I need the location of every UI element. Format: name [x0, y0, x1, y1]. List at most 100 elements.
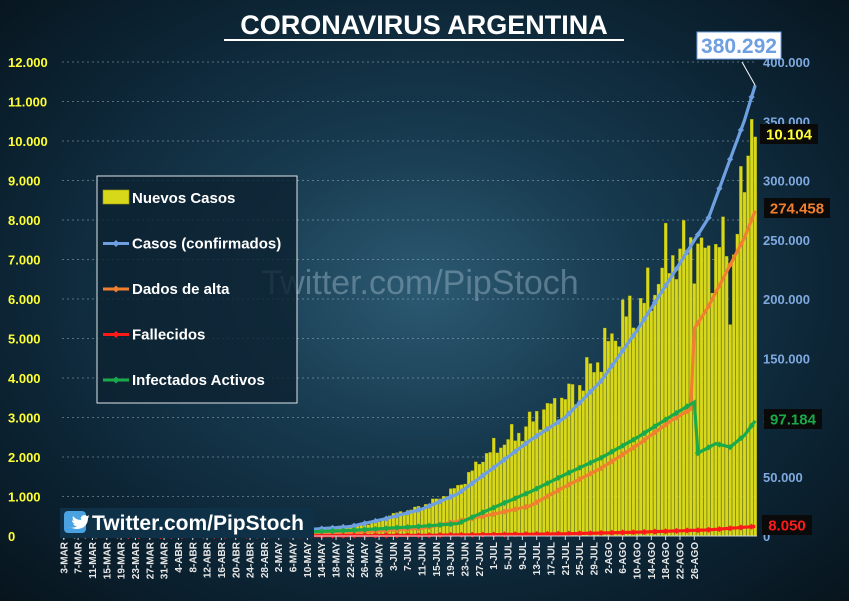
marker-infectados-activos — [512, 495, 519, 502]
bar-nuevos-casos — [724, 256, 729, 537]
callout-recovered-box — [764, 198, 830, 218]
marker-fallecidos — [716, 525, 723, 533]
marker-infectados-activos — [544, 480, 551, 487]
x-tick-label: 2-AGO — [604, 542, 615, 574]
y-left-tick-label: 0 — [8, 529, 15, 544]
legend-marker-infectados-activos — [112, 376, 120, 384]
marker-fallecidos — [383, 532, 390, 539]
marker-fallecidos — [393, 532, 401, 539]
x-tick-label: 14-MAY — [317, 542, 328, 578]
bar-nuevos-casos — [402, 513, 406, 537]
twitter-banner: Twitter.com/PipStoch — [60, 508, 314, 538]
marker-fallecidos — [587, 530, 594, 537]
marker-casos-confirmados — [522, 440, 530, 447]
marker-casos-confirmados — [608, 362, 616, 370]
y-left-tick-label: 2.000 — [8, 450, 41, 465]
x-tick-label: 25-JUL — [575, 542, 586, 575]
marker-fallecidos — [737, 524, 745, 531]
bar-nuevos-casos — [749, 119, 754, 537]
bar-nuevos-casos — [696, 243, 700, 537]
marker-fallecidos — [630, 529, 637, 536]
y-left-tick-label: 3.000 — [8, 411, 41, 426]
bar-nuevos-casos — [656, 283, 661, 537]
bar-nuevos-casos — [746, 155, 750, 537]
x-tick-label: 28-ABR — [260, 541, 271, 578]
bar-nuevos-casos — [581, 390, 585, 537]
bar-nuevos-casos — [635, 328, 639, 537]
bar-nuevos-casos — [484, 453, 489, 537]
x-tick-label: 9-JUL — [518, 542, 529, 570]
legend: Nuevos Casos Casos (confirmados) Dados de … — [96, 175, 298, 404]
callout-deaths-box — [762, 515, 812, 535]
x-tick-label: 30-MAY — [375, 542, 386, 578]
bar-nuevos-casos — [671, 255, 675, 537]
bar-nuevos-casos — [613, 340, 618, 537]
y-left-tick-label: 12.000 — [8, 55, 48, 70]
bar-nuevos-casos — [474, 461, 478, 537]
legend-marker-dados-de-alta — [112, 285, 120, 293]
bar-nuevos-casos — [592, 372, 596, 537]
x-tick-label: 19-MAR — [117, 541, 128, 579]
x-tick-label: 26-AGO — [690, 542, 701, 579]
marker-casos-confirmados — [469, 480, 476, 487]
y-left-tick-label: 1.000 — [8, 490, 41, 505]
x-tick-label: 2-MAY — [274, 542, 285, 573]
marker-infectados-activos — [372, 525, 379, 533]
y-right-tick-label: 150.000 — [763, 351, 810, 366]
x-tick-label: 6-MAY — [289, 542, 300, 573]
marker-casos-confirmados — [329, 524, 336, 531]
bar-nuevos-casos — [649, 310, 654, 537]
bar-nuevos-casos — [739, 166, 743, 537]
marker-fallecidos — [694, 527, 702, 534]
bar-nuevos-casos — [742, 192, 747, 537]
x-tick-label: 26-MAY — [360, 542, 371, 578]
callout-pointer — [741, 61, 756, 86]
bar-nuevos-casos — [527, 411, 532, 537]
bar-nuevos-casos — [703, 247, 707, 537]
marker-infectados-activos — [469, 514, 476, 521]
x-tick-label: 18-MAY — [332, 542, 343, 578]
marker-infectados-activos — [350, 527, 358, 534]
marker-infectados-activos — [436, 521, 444, 529]
bar-nuevos-casos — [678, 248, 682, 537]
x-axis-ticks: 3-MAR 7-MAR 11-MAR 15-MAR 19-MAR 23-MAR 27-MAR… — [59, 536, 701, 579]
x-tick-label: 23-MAR — [131, 541, 142, 579]
y-right-tick-label: 0 — [763, 529, 770, 544]
bar-nuevos-casos — [552, 398, 557, 537]
bar-nuevos-casos — [506, 439, 510, 537]
callout-recovered: 274.458 — [770, 200, 824, 217]
marker-casos-confirmados — [436, 498, 444, 505]
bar-nuevos-casos — [603, 327, 607, 537]
callout-active-box — [764, 409, 822, 429]
marker-infectados-activos — [490, 504, 497, 511]
marker-fallecidos — [726, 525, 734, 532]
bar-nuevos-casos — [753, 136, 757, 537]
callouts: 380.292 10.104 274.458 97.184 8.050 — [696, 31, 830, 535]
y-right-tick-label: 250.000 — [763, 233, 810, 248]
bar-nuevos-casos — [685, 254, 689, 537]
marker-casos-confirmados — [415, 506, 422, 514]
callout-deaths: 8.050 — [768, 517, 806, 534]
bar-nuevos-casos — [585, 357, 589, 537]
marker-infectados-activos — [705, 444, 712, 451]
bar-nuevos-casos — [445, 496, 449, 537]
marker-infectados-activos — [329, 527, 336, 535]
marker-infectados-activos — [598, 454, 605, 461]
marker-fallecidos — [662, 528, 669, 535]
legend-label-infectados-activos: Infectados Activos — [132, 372, 265, 389]
callout-new-cases-box — [760, 124, 818, 144]
marker-fallecidos — [705, 526, 712, 533]
callout-confirmed-box — [696, 31, 782, 60]
marker-fallecidos — [565, 530, 573, 537]
marker-infectados-activos — [426, 522, 433, 529]
bar-nuevos-casos — [674, 279, 679, 537]
marker-casos-confirmados — [748, 93, 755, 101]
x-tick-label: 12-ABR — [203, 541, 214, 578]
x-tick-label: 19-JUN — [446, 542, 457, 576]
marker-casos-confirmados — [372, 517, 379, 525]
marker-fallecidos — [608, 529, 616, 536]
bar-nuevos-casos — [642, 302, 646, 537]
marker-fallecidos — [673, 527, 680, 535]
marker-casos-confirmados — [587, 388, 594, 396]
